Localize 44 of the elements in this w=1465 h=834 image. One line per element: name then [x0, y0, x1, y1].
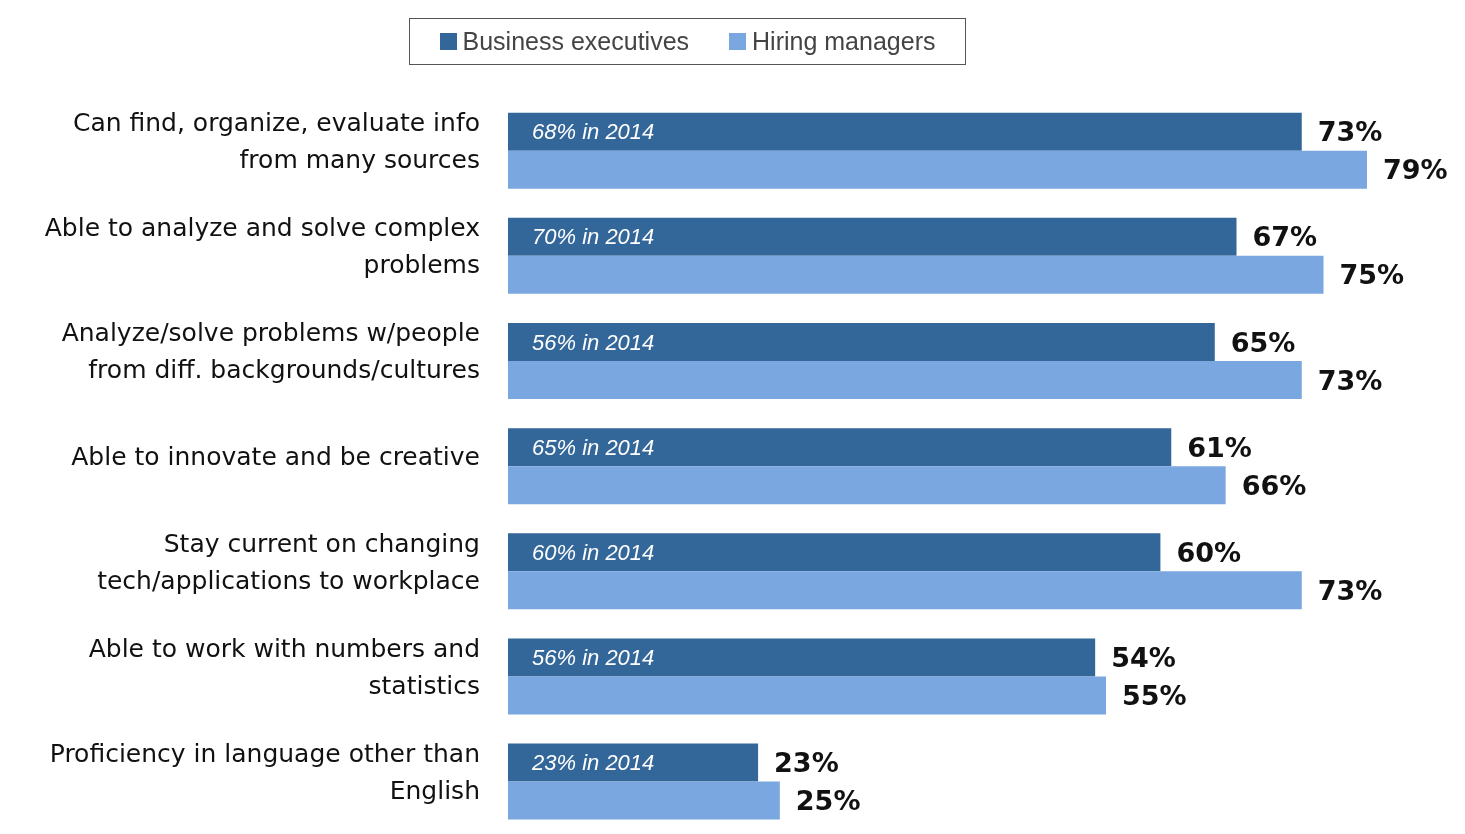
annotation: 65% in 2014	[532, 434, 655, 460]
bar	[508, 428, 1172, 467]
y-tick-label: Analyze/solve problems w/people from diff. backgrounds/cultures	[61, 317, 480, 384]
bar	[508, 112, 1302, 151]
annotation: 60% in 2014	[532, 539, 655, 565]
bar	[508, 533, 1161, 572]
data-label: 66%	[1241, 469, 1307, 501]
data-label: 73%	[1317, 574, 1383, 606]
y-tick-label: Able to analyze and solve complex problems	[44, 212, 480, 279]
legend-label: Business executives	[461, 27, 690, 56]
bar	[508, 323, 1215, 362]
y-tick-label: Able to innovate and be creative	[71, 441, 480, 471]
bar	[508, 781, 780, 820]
annotation: 56% in 2014	[532, 329, 655, 355]
data-label: 25%	[795, 785, 861, 817]
bar	[508, 217, 1237, 256]
annotation: 68% in 2014	[532, 119, 655, 145]
data-label: 67%	[1252, 221, 1318, 253]
y-tick-label: Stay current on changing tech/applications to workplace	[97, 528, 480, 595]
bar	[508, 676, 1107, 715]
y-tick-label: Able to work with numbers and statistics	[88, 633, 480, 700]
bar	[508, 571, 1302, 610]
legend-label: Hiring managers	[751, 27, 936, 56]
annotation: 70% in 2014	[532, 224, 655, 250]
data-label: 54%	[1111, 641, 1176, 673]
bar	[508, 150, 1367, 189]
data-label: 79%	[1383, 154, 1448, 186]
data-label: 73%	[1317, 364, 1383, 396]
bar	[508, 466, 1226, 505]
data-label: 73%	[1317, 116, 1383, 148]
data-label: 23%	[774, 747, 839, 779]
y-tick-label: Proficiency in language other than English	[49, 738, 480, 805]
bar	[508, 743, 759, 782]
data-label: 61%	[1187, 431, 1252, 463]
data-label: 60%	[1176, 536, 1242, 568]
data-label: 75%	[1339, 259, 1405, 291]
data-label: 65%	[1230, 326, 1296, 358]
data-label: 55%	[1122, 679, 1187, 711]
bar	[508, 361, 1302, 400]
y-tick-label: Can find, organize, evaluate info from many sources	[72, 107, 480, 174]
annotation: 56% in 2014	[532, 644, 655, 670]
annotation: 23% in 2014	[531, 750, 655, 776]
bar	[508, 255, 1324, 294]
bar	[508, 638, 1096, 677]
